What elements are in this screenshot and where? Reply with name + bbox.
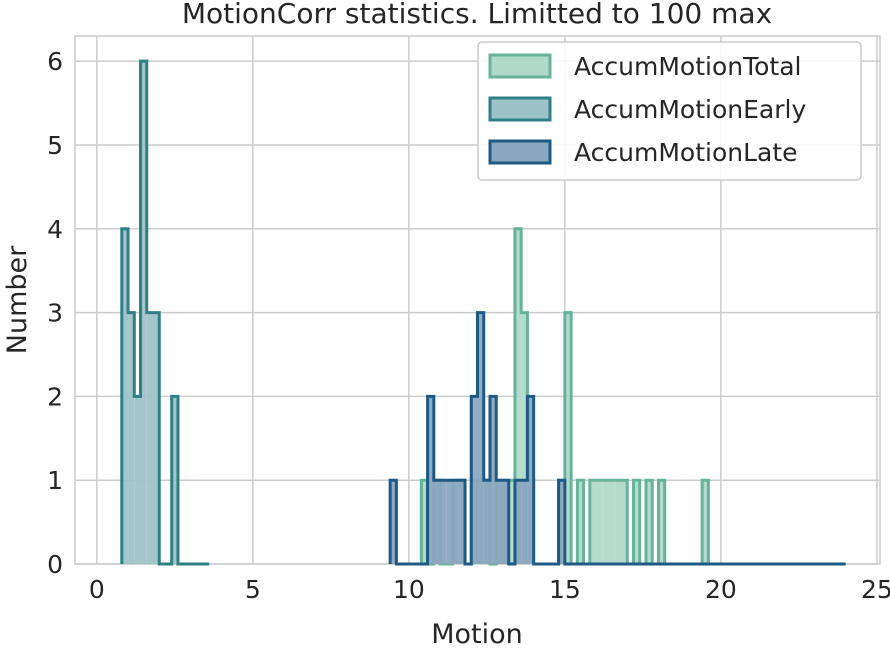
series-step-outline: [120, 59, 210, 566]
series-AccumMotionEarly: [120, 59, 210, 566]
histogram-bar: [596, 480, 603, 564]
histogram-series: [120, 59, 846, 566]
legend: AccumMotionTotal AccumMotionEarly AccumMot…: [477, 41, 862, 181]
x-tick-label: 10: [393, 575, 425, 604]
histogram-bar: [390, 480, 397, 564]
histogram-bar: [589, 480, 597, 564]
histogram-bar: [614, 480, 622, 564]
histogram-bar: [558, 480, 565, 564]
y-tick-label: 5: [47, 131, 63, 160]
histogram-bar: [134, 396, 141, 564]
legend-swatch: [488, 96, 552, 122]
histogram-bar: [645, 480, 653, 564]
y-tick-label: 1: [47, 466, 63, 495]
legend-swatch: [488, 53, 552, 79]
histogram-bar: [527, 396, 534, 564]
histogram-bar: [140, 61, 147, 565]
histogram-bar: [458, 480, 466, 564]
legend-frame: [477, 41, 862, 181]
histogram-bar: [702, 480, 709, 564]
histogram-bar: [521, 312, 528, 564]
histogram-bar: [514, 480, 522, 564]
x-tick-label: 0: [89, 575, 105, 604]
histogram-bar: [621, 480, 628, 564]
histogram-bar: [427, 396, 434, 564]
histogram-bar: [146, 312, 154, 564]
y-axis-label: Number: [2, 245, 33, 354]
x-tick-label: 20: [705, 575, 737, 604]
histogram-bar: [440, 480, 447, 564]
legend-label: AccumMotionLate: [574, 138, 798, 167]
histogram-bar: [128, 312, 135, 564]
histogram-bar: [496, 480, 503, 564]
histogram-bar: [502, 480, 509, 564]
histogram-bar: [171, 396, 178, 564]
histogram-bar: [564, 312, 572, 564]
histogram-bar: [577, 480, 584, 564]
x-tick-label: 5: [245, 575, 261, 604]
histogram-bar: [521, 480, 528, 564]
histogram-bar: [477, 312, 484, 564]
chart-title: MotionCorr statistics. Limitted to 100 m…: [182, 0, 772, 30]
histogram-bar: [421, 480, 428, 564]
histogram-bar: [121, 228, 129, 564]
histogram-bar: [658, 480, 665, 564]
histogram-bar: [483, 480, 490, 564]
histogram-bar: [514, 228, 522, 564]
y-tick-label: 2: [47, 382, 63, 411]
y-tick-label: 6: [47, 47, 63, 76]
axis-ticks: 0 5 10 15 20 25 0 1 2 3 4 5 6: [47, 47, 890, 604]
histogram-bar: [633, 480, 640, 564]
histogram-bar: [489, 396, 497, 564]
legend-swatch: [488, 139, 552, 165]
x-axis-label: Motion: [431, 619, 523, 650]
histogram-bar: [153, 312, 160, 564]
y-tick-label: 3: [47, 299, 63, 328]
x-tick-label: 15: [549, 575, 581, 604]
histogram-bar: [608, 480, 615, 564]
series-step-outline: [388, 311, 846, 566]
histogram-bar: [433, 480, 441, 564]
histogram-bar: [602, 480, 609, 564]
y-tick-label: 0: [47, 550, 63, 579]
x-tick-label: 25: [861, 575, 890, 604]
y-tick-label: 4: [47, 215, 63, 244]
series-AccumMotionLate: [388, 311, 846, 566]
histogram-bar: [452, 480, 459, 564]
legend-label: AccumMotionTotal: [574, 52, 802, 81]
histogram-bar: [508, 480, 515, 564]
legend-label: AccumMotionEarly: [574, 95, 806, 124]
histogram-bar: [471, 396, 478, 564]
histogram-bar: [446, 480, 453, 564]
